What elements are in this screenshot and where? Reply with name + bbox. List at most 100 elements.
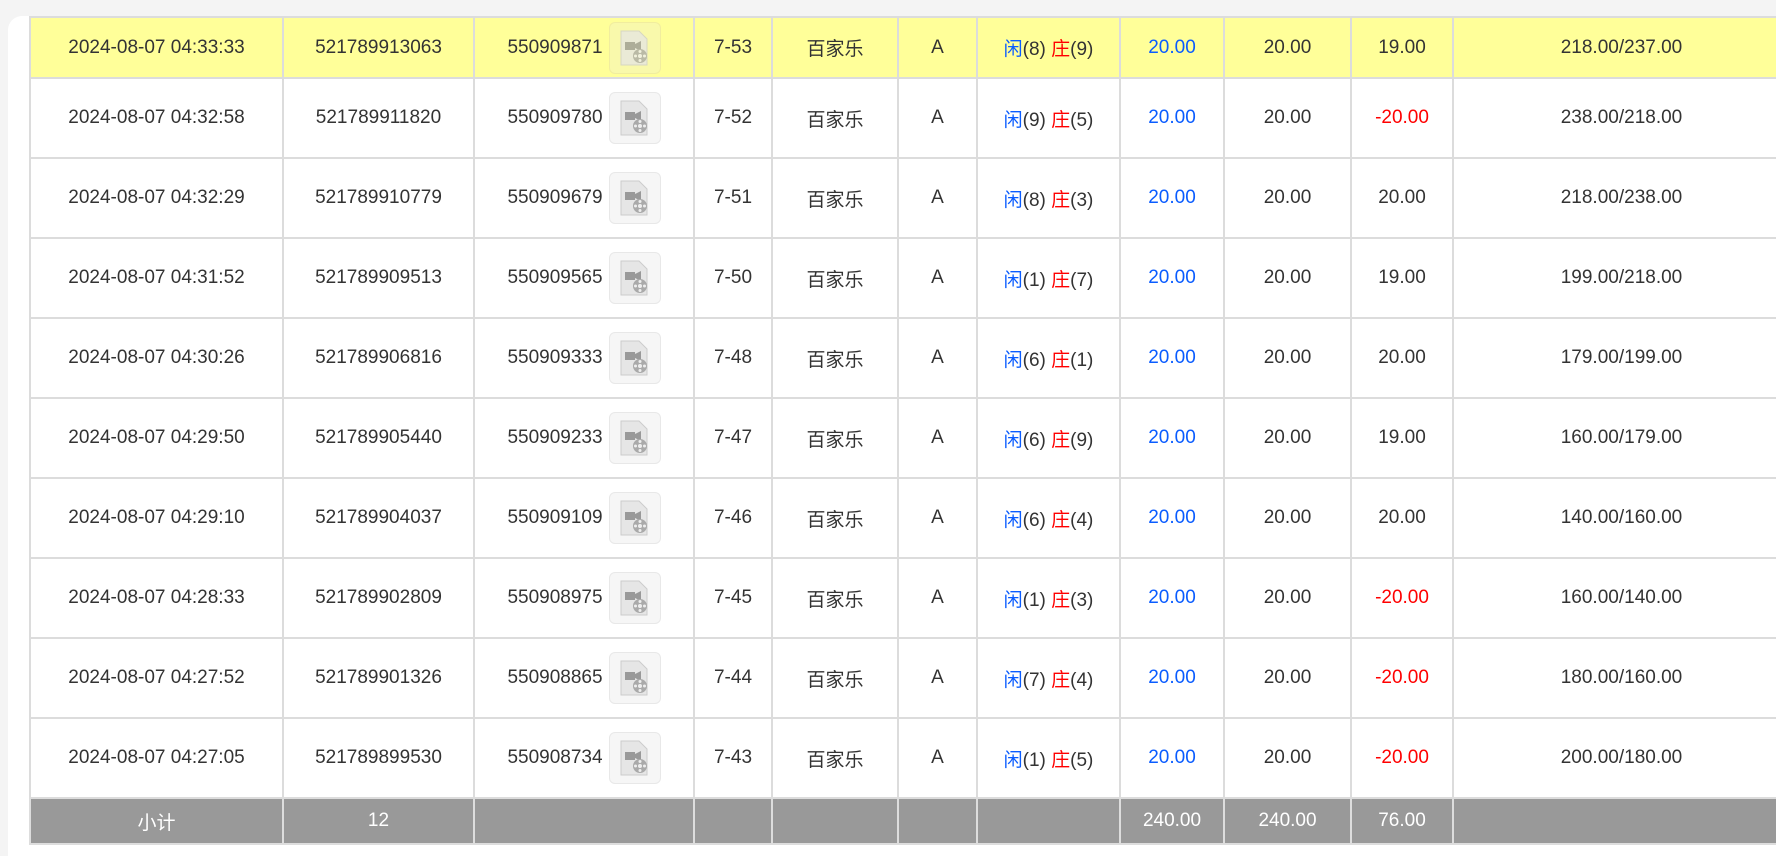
game-name: 百家乐 — [771, 237, 899, 319]
order-id: 521789899530 — [282, 717, 475, 799]
balance: 218.00/238.00 — [1452, 157, 1776, 239]
win-amount: 20.00 — [1350, 477, 1454, 559]
valid-amount: 20.00 — [1223, 717, 1352, 799]
banker-label: 庄 — [1051, 669, 1071, 691]
game-name: 百家乐 — [771, 317, 899, 399]
round-cell: 550909780 — [473, 77, 695, 159]
bet-amount: 20.00 — [1119, 717, 1225, 799]
round-id: 550909333 — [507, 347, 603, 369]
video-file-icon[interactable] — [608, 732, 661, 784]
table-name: A — [897, 77, 978, 159]
result: 闲(1) 庄(3) — [976, 557, 1121, 639]
game-name: 百家乐 — [771, 16, 899, 79]
video-file-icon[interactable] — [608, 252, 661, 304]
player-label: 闲 — [1003, 349, 1023, 371]
player-points: (6) — [1022, 349, 1046, 371]
result: 闲(8) 庄(3) — [976, 157, 1121, 239]
order-id: 521789910779 — [282, 157, 475, 239]
video-file-icon[interactable] — [608, 21, 661, 74]
banker-label: 庄 — [1051, 109, 1071, 131]
bet-time: 2024-08-07 04:29:50 — [29, 397, 284, 479]
result: 闲(6) 庄(4) — [976, 477, 1121, 559]
player-label: 闲 — [1003, 39, 1023, 60]
player-label: 闲 — [1003, 269, 1023, 291]
round-id: 550909780 — [507, 107, 603, 129]
player-label: 闲 — [1003, 669, 1023, 691]
order-id: 521789905440 — [282, 397, 475, 479]
round-id: 550909679 — [507, 187, 603, 209]
banker-label: 庄 — [1051, 189, 1071, 211]
win-amount: 19.00 — [1350, 16, 1454, 79]
table-name: A — [897, 717, 978, 799]
shoe-number: 7-52 — [693, 77, 773, 159]
order-id: 521789906816 — [282, 317, 475, 399]
banker-points: (7) — [1070, 269, 1094, 291]
video-file-icon[interactable] — [608, 652, 661, 704]
video-file-icon[interactable] — [608, 332, 661, 384]
table-name: A — [897, 477, 978, 559]
table-name: A — [897, 637, 978, 719]
table-name: A — [897, 16, 978, 79]
result: 闲(6) 庄(1) — [976, 317, 1121, 399]
round-cell: 550908975 — [473, 557, 695, 639]
balance: 179.00/199.00 — [1452, 317, 1776, 399]
balance: 199.00/218.00 — [1452, 237, 1776, 319]
result: 闲(6) 庄(9) — [976, 397, 1121, 479]
round-id: 550909109 — [507, 507, 603, 529]
win-amount: -20.00 — [1350, 637, 1454, 719]
valid-amount: 20.00 — [1223, 637, 1352, 719]
banker-label: 庄 — [1051, 349, 1071, 371]
bet-time: 2024-08-07 04:28:33 — [29, 557, 284, 639]
bet-amount: 20.00 — [1119, 317, 1225, 399]
video-file-icon[interactable] — [608, 412, 661, 464]
table-name: A — [897, 557, 978, 639]
round-cell: 550909565 — [473, 237, 695, 319]
valid-amount: 20.00 — [1223, 237, 1352, 319]
banker-points: (5) — [1070, 749, 1094, 771]
result: 闲(8) 庄(9) — [976, 16, 1121, 79]
banker-points: (5) — [1070, 109, 1094, 131]
table-row: 2024-08-07 04:29:10 521789904037 5509091… — [29, 477, 1776, 559]
player-points: (1) — [1022, 749, 1046, 771]
player-label: 闲 — [1003, 109, 1023, 131]
table-row: 2024-08-07 04:28:33 521789902809 5509089… — [29, 557, 1776, 639]
video-file-icon[interactable] — [608, 92, 661, 144]
player-points: (9) — [1022, 109, 1046, 131]
player-points: (6) — [1022, 509, 1046, 531]
video-file-icon[interactable] — [608, 492, 661, 544]
order-id: 521789904037 — [282, 477, 475, 559]
player-label: 闲 — [1003, 589, 1023, 611]
balance: 160.00/140.00 — [1452, 557, 1776, 639]
video-file-icon[interactable] — [608, 172, 661, 224]
game-name: 百家乐 — [771, 157, 899, 239]
win-amount: 20.00 — [1350, 317, 1454, 399]
round-cell: 550909109 — [473, 477, 695, 559]
player-label: 闲 — [1003, 509, 1023, 531]
bet-amount: 20.00 — [1119, 557, 1225, 639]
subtotal-label: 小计 — [29, 797, 284, 845]
banker-points: (1) — [1070, 349, 1094, 371]
table-name: A — [897, 157, 978, 239]
result: 闲(1) 庄(7) — [976, 237, 1121, 319]
valid-amount: 20.00 — [1223, 317, 1352, 399]
round-cell: 550909871 — [473, 16, 695, 79]
table-row: 2024-08-07 04:27:52 521789901326 5509088… — [29, 637, 1776, 719]
shoe-number: 7-50 — [693, 237, 773, 319]
round-cell: 550909233 — [473, 397, 695, 479]
bet-time: 2024-08-07 04:27:52 — [29, 637, 284, 719]
win-amount: 19.00 — [1350, 237, 1454, 319]
balance: 180.00/160.00 — [1452, 637, 1776, 719]
order-id: 521789911820 — [282, 77, 475, 159]
bet-amount: 20.00 — [1119, 637, 1225, 719]
video-file-icon[interactable] — [608, 572, 661, 624]
table-row: 2024-08-07 04:33:33 521789913063 5509098… — [29, 16, 1776, 79]
order-id: 521789909513 — [282, 237, 475, 319]
bet-time: 2024-08-07 04:31:52 — [29, 237, 284, 319]
valid-amount: 20.00 — [1223, 157, 1352, 239]
valid-amount: 20.00 — [1223, 557, 1352, 639]
round-id: 550908975 — [507, 587, 603, 609]
shoe-number: 7-53 — [693, 16, 773, 79]
subtotal-row: 小计 12 240.00 240.00 76.00 — [29, 797, 1776, 845]
win-amount: 19.00 — [1350, 397, 1454, 479]
player-points: (8) — [1022, 189, 1046, 211]
